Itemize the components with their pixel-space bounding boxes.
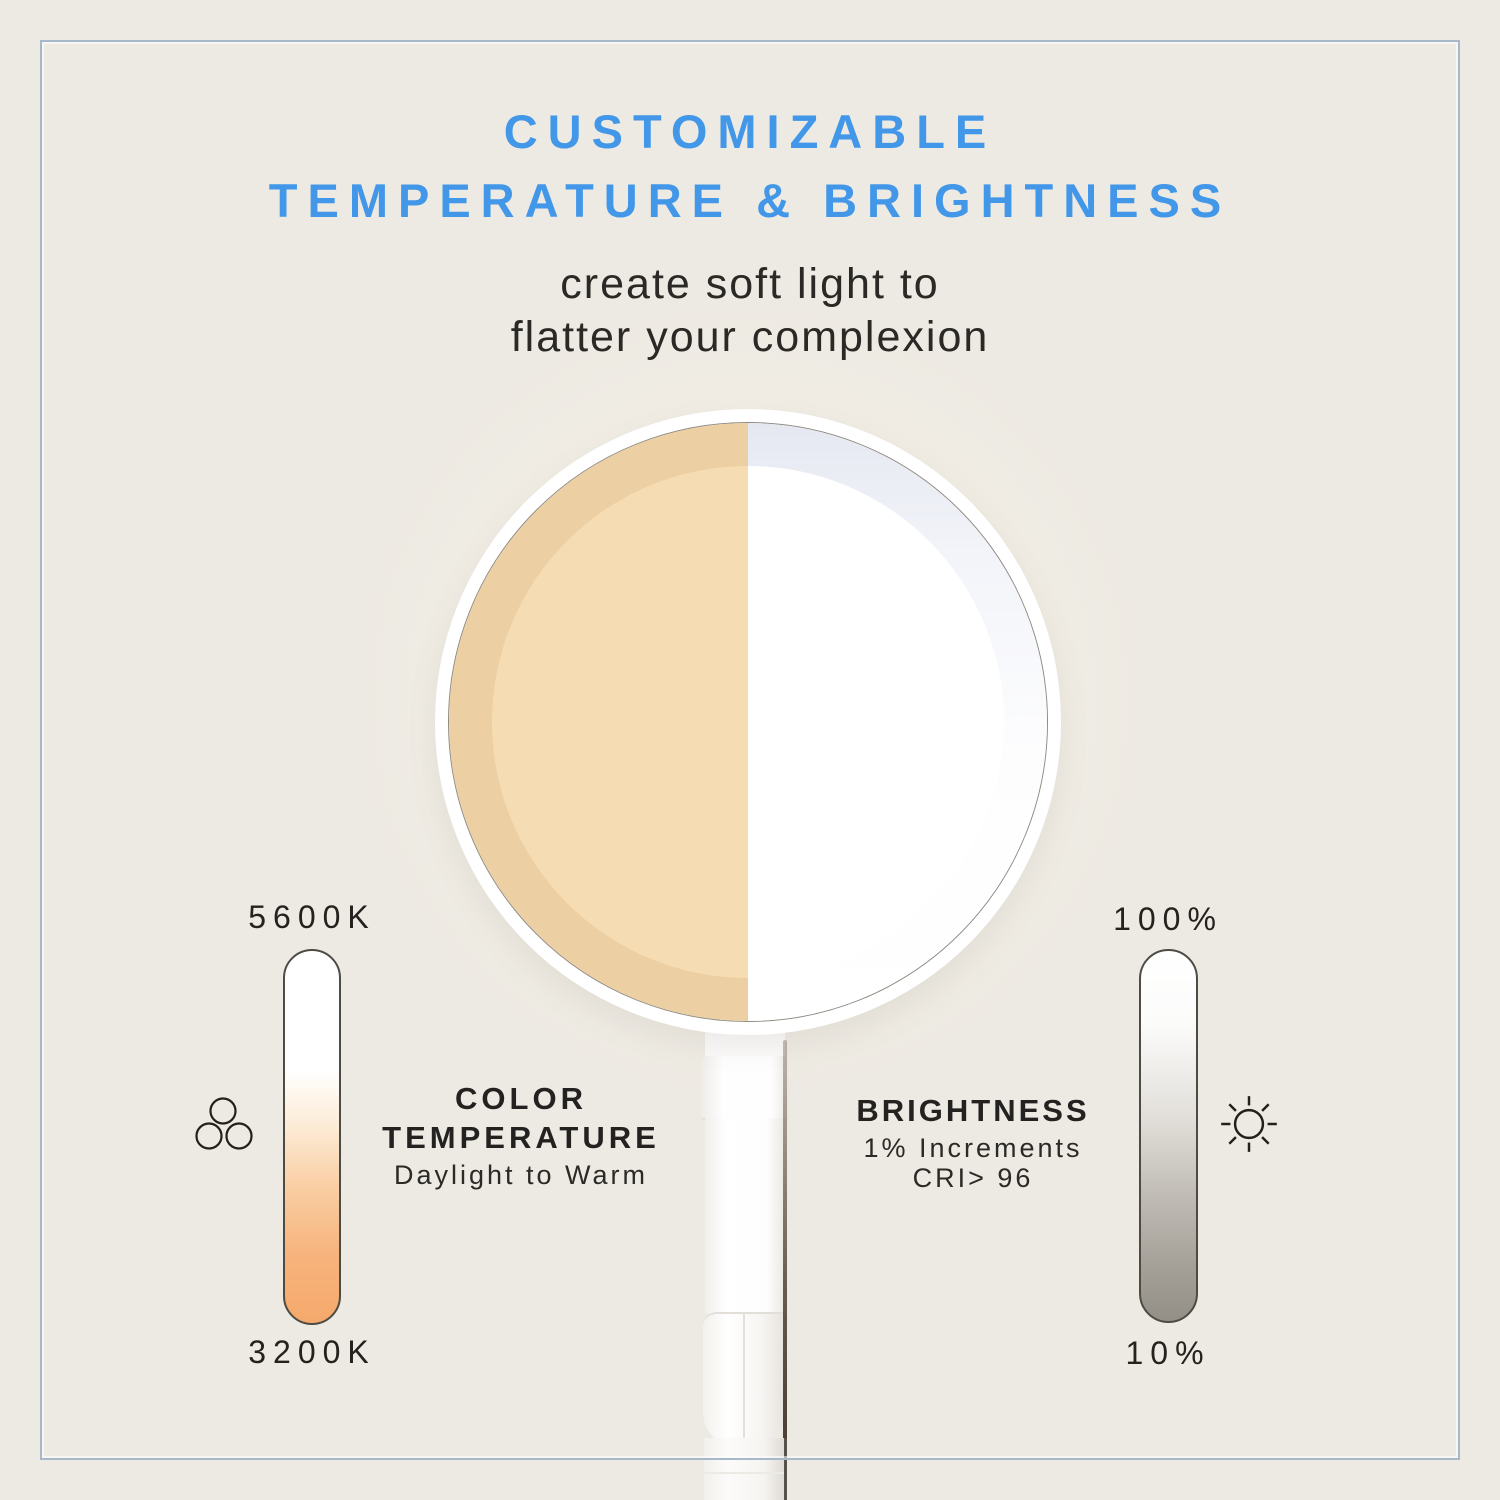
lamp-head <box>435 409 1061 1035</box>
subtitle-line-1: create soft light to <box>560 260 940 308</box>
lamp-pole <box>704 1438 787 1500</box>
color-temperature-heading-2: TEMPERATURE <box>382 1120 660 1155</box>
page-subtitle: create soft light to flatter your comple… <box>0 258 1500 364</box>
lamp-stem-shadow <box>783 1040 787 1448</box>
page-title: CUSTOMIZABLE TEMPERATURE & BRIGHTNESS <box>0 97 1500 235</box>
lamp-stem <box>705 1118 785 1314</box>
title-line-1: CUSTOMIZABLE <box>503 105 997 158</box>
temperature-gradient-bar <box>283 949 341 1325</box>
three-circles-icon <box>195 1095 257 1153</box>
brightness-heading: BRIGHTNESS <box>856 1093 1090 1128</box>
color-temperature-block: COLOR TEMPERATURE Daylight to Warm <box>361 1079 681 1190</box>
color-temperature-caption: Daylight to Warm <box>393 1160 649 1190</box>
lamp-head-inner <box>492 466 1004 978</box>
brightness-gradient-bar <box>1139 949 1198 1323</box>
lamp-stem-shoulder <box>701 1056 789 1120</box>
lamp-hinge <box>703 1312 787 1448</box>
warm-light-inner <box>492 466 748 978</box>
subtitle-line-2: flatter your complexion <box>510 313 990 361</box>
brightness-caption-1: 1% Increments <box>863 1133 1083 1163</box>
temperature-max-label: 5600K <box>248 899 376 935</box>
color-temperature-heading-1: COLOR <box>455 1081 587 1116</box>
brightness-min-label: 10% <box>1125 1335 1211 1371</box>
cool-light-inner <box>748 466 1004 978</box>
temperature-min-label: 3200K <box>248 1334 376 1370</box>
brightness-block: BRIGHTNESS 1% Increments CRI> 96 <box>813 1092 1133 1193</box>
title-line-2: TEMPERATURE & BRIGHTNESS <box>268 174 1232 227</box>
brightness-max-label: 100% <box>1113 901 1223 937</box>
sun-icon <box>1216 1091 1282 1157</box>
lamp-head-face <box>448 422 1048 1022</box>
brightness-caption-2: CRI> 96 <box>912 1163 1034 1193</box>
